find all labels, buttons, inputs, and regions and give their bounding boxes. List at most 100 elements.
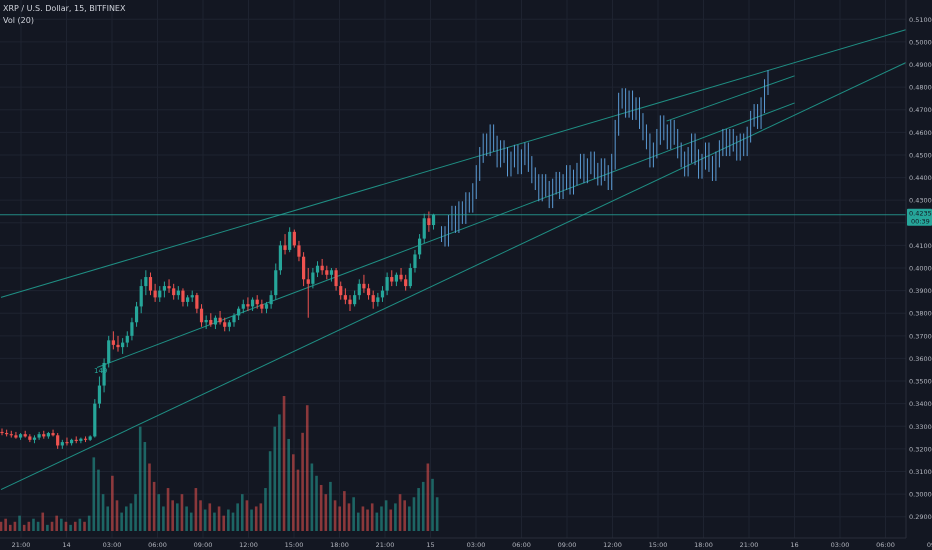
volume-bar xyxy=(203,509,207,531)
candle-body xyxy=(292,231,296,246)
candle xyxy=(121,338,125,354)
candle xyxy=(88,435,92,441)
candle xyxy=(130,317,134,341)
candle-body xyxy=(23,434,27,437)
volume-bar xyxy=(189,512,193,531)
volume-bar xyxy=(222,515,226,531)
candle-body xyxy=(362,283,366,289)
volume-bar xyxy=(268,451,272,531)
candle xyxy=(204,315,208,330)
candle-body xyxy=(227,322,231,327)
candle-body xyxy=(186,297,190,302)
volume-bar xyxy=(101,494,105,531)
candle xyxy=(74,436,78,444)
volume-bar xyxy=(83,521,86,531)
price-tick-label: 0.29000 xyxy=(909,513,932,521)
candle xyxy=(107,335,111,368)
candle xyxy=(362,274,366,293)
candle xyxy=(418,234,422,259)
volume-bar xyxy=(138,426,142,531)
volume-bar xyxy=(426,463,430,531)
volume-bar xyxy=(115,500,119,531)
candle-body xyxy=(264,304,269,309)
candle-body xyxy=(37,434,41,438)
trendlines[interactable] xyxy=(0,28,907,491)
candle-body xyxy=(148,277,153,291)
candle xyxy=(269,290,273,309)
candle xyxy=(218,310,222,325)
volume-bar xyxy=(180,494,184,531)
volume-bar xyxy=(375,512,379,531)
candle xyxy=(339,281,343,300)
projection-bars xyxy=(441,70,769,247)
volume-bar xyxy=(278,414,281,531)
volume-bar xyxy=(273,426,277,531)
volume-bar xyxy=(338,506,342,531)
time-tick-label: 03:00 xyxy=(831,541,850,549)
volume-bar xyxy=(301,432,304,531)
candle-body xyxy=(315,265,320,273)
candle-body xyxy=(302,256,306,280)
candle-body xyxy=(334,270,338,287)
candle-body xyxy=(431,214,436,226)
candle xyxy=(227,320,231,332)
candle-body xyxy=(176,290,180,296)
volume-bar xyxy=(380,506,383,531)
volume-bar xyxy=(231,512,235,531)
volume-bar xyxy=(264,488,267,531)
symbol-title[interactable]: XRP / U.S. Dollar, 15, BITFINEX xyxy=(3,4,126,13)
candle-body xyxy=(28,436,32,440)
candle-body xyxy=(404,279,408,287)
candle xyxy=(148,272,153,296)
volume-bar xyxy=(92,457,96,531)
volume-bar xyxy=(36,521,40,531)
price-tag-value: 0.42358 xyxy=(909,210,932,218)
volume-bar xyxy=(124,506,128,531)
candle-body xyxy=(427,218,431,226)
candle-body xyxy=(111,340,115,345)
candle xyxy=(176,286,180,300)
candle xyxy=(237,306,241,320)
volume-bar xyxy=(435,497,439,531)
candle-body xyxy=(46,433,50,437)
candle xyxy=(311,268,315,289)
candle xyxy=(278,240,282,275)
candle-body xyxy=(204,320,208,323)
candle-body xyxy=(223,322,227,327)
candle-body xyxy=(380,290,385,298)
time-axis[interactable]: 21:00 14 03:00 06:00 09:00 12:00 15:00 18:00 21:… xyxy=(0,537,932,550)
candle-body xyxy=(288,231,292,250)
candle xyxy=(167,279,171,293)
candle-body xyxy=(408,268,412,287)
candle-body xyxy=(83,438,88,440)
candle xyxy=(172,283,176,300)
volume-bar xyxy=(254,506,258,531)
candle-body xyxy=(74,439,78,441)
volume-indicator-label[interactable]: Vol (20) xyxy=(3,16,34,25)
candle-body xyxy=(366,288,371,296)
candle xyxy=(195,292,199,314)
trendline xyxy=(96,102,795,368)
candle xyxy=(390,270,394,287)
candle-body xyxy=(385,277,389,291)
volume-bar xyxy=(0,521,3,531)
candle xyxy=(37,431,41,440)
candle xyxy=(250,297,255,311)
volume-bar xyxy=(157,494,161,531)
candle-body xyxy=(65,442,69,444)
candle-body xyxy=(390,277,394,282)
volume-bar xyxy=(87,515,91,531)
candle-body xyxy=(348,299,352,305)
candle xyxy=(116,335,120,352)
candle-body xyxy=(343,295,347,300)
candle-body xyxy=(0,431,4,434)
chart-grid xyxy=(0,0,932,538)
volume-bar xyxy=(162,506,165,531)
